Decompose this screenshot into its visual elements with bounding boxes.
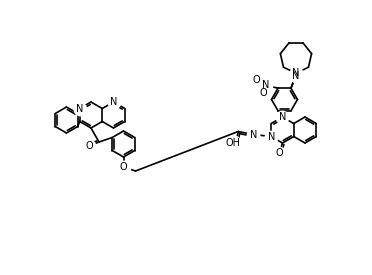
- Text: N: N: [267, 131, 275, 142]
- Text: OH: OH: [226, 138, 241, 147]
- Text: N: N: [262, 80, 270, 90]
- Text: N: N: [292, 71, 300, 81]
- Text: O: O: [276, 148, 283, 158]
- Text: N: N: [76, 103, 83, 114]
- Text: O: O: [252, 75, 260, 85]
- Text: N: N: [110, 97, 117, 107]
- Text: N: N: [250, 130, 257, 139]
- Text: O: O: [120, 162, 127, 172]
- Text: O: O: [259, 88, 267, 98]
- Text: N: N: [292, 68, 300, 78]
- Text: N: N: [279, 112, 286, 122]
- Text: O: O: [85, 141, 93, 151]
